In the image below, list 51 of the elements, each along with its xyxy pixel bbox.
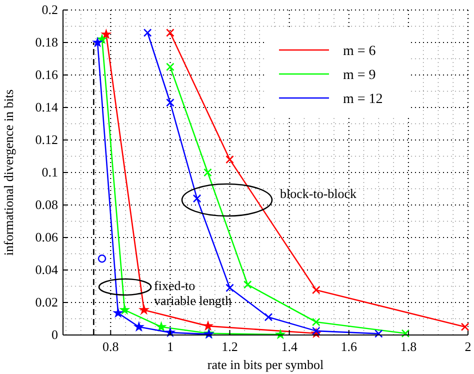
point — [312, 318, 320, 326]
y-tick-label: 0 — [52, 327, 58, 342]
point — [166, 28, 174, 37]
y-tick-label: 0.08 — [35, 197, 58, 212]
point — [101, 29, 111, 38]
y-tick-label: 0.06 — [35, 230, 58, 244]
y-tick-label: 0.1 — [42, 164, 58, 180]
x-tick-label: 1.2 — [222, 339, 238, 354]
x-tick-label: 0.8 — [102, 339, 119, 354]
point — [98, 254, 106, 263]
point — [460, 322, 470, 332]
y-tick-label: 0.12 — [35, 132, 58, 147]
point — [264, 312, 273, 322]
y-tick-label: 0.16 — [35, 67, 58, 82]
x-tick-label: 2 — [464, 339, 472, 354]
point — [166, 62, 174, 72]
point — [120, 305, 130, 314]
y-tick-label: 0.2 — [42, 2, 58, 17]
legend-label: m = 9 — [343, 68, 376, 83]
annotation: fixed-to variable length — [154, 278, 232, 308]
point — [401, 329, 410, 338]
x-tick-label: 1.8 — [400, 339, 417, 354]
point — [243, 280, 252, 289]
point — [226, 155, 234, 164]
point — [192, 194, 202, 203]
point — [204, 168, 212, 177]
point — [166, 98, 174, 107]
point — [203, 321, 213, 330]
x-axis-title: rate in bits per symbol — [207, 357, 324, 372]
point — [312, 286, 320, 294]
point — [139, 305, 149, 314]
x-tick-label: 1.6 — [340, 339, 358, 354]
annotation: block-to-block — [280, 186, 358, 201]
y-tick-label: 0.04 — [35, 262, 58, 277]
point — [312, 326, 320, 336]
point — [374, 330, 383, 338]
point — [226, 284, 234, 292]
point — [134, 322, 144, 331]
x-tick-label: 1.4 — [281, 339, 298, 354]
point — [156, 322, 166, 331]
point — [92, 38, 102, 47]
point — [143, 28, 152, 37]
point — [113, 308, 123, 318]
y-tick-label: 0.14 — [35, 100, 58, 114]
x-tick-label: 1 — [166, 339, 174, 354]
y-tick-label: 0.18 — [35, 34, 58, 50]
y-tick-label: 0.02 — [35, 294, 58, 310]
y-axis-title: informational divergence in bits — [1, 89, 16, 256]
legend-label: m = 6 — [343, 44, 376, 59]
point — [276, 330, 286, 339]
legend-label: m = 12 — [343, 92, 383, 107]
